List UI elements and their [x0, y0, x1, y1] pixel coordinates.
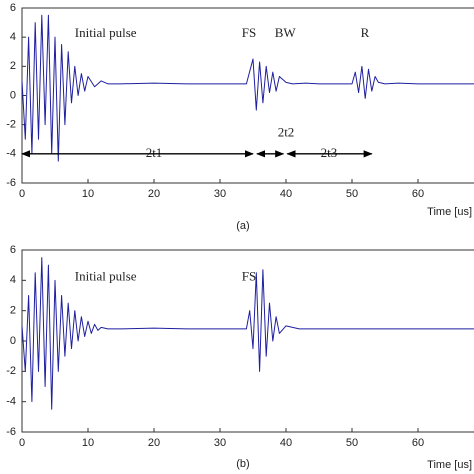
x-tick-label: 40	[280, 188, 292, 200]
y-tick-label: -6	[6, 426, 16, 438]
x-tick-label: 0	[19, 188, 25, 200]
annotation: 2t1	[146, 145, 163, 160]
y-tick-label: -4	[6, 396, 16, 408]
y-tick-label: 4	[10, 274, 16, 286]
y-tick-label: 4	[10, 31, 16, 43]
y-tick-label: 6	[10, 2, 16, 14]
annotation: Initial pulse	[75, 25, 137, 40]
x-tick-label: 30	[214, 437, 226, 449]
y-tick-label: 0	[10, 89, 16, 101]
x-tick-label: 10	[82, 437, 94, 449]
x-axis-label: Time [us]	[427, 206, 472, 218]
annotation: Initial pulse	[75, 268, 137, 283]
y-tick-label: -2	[6, 365, 16, 377]
y-tick-label: 2	[10, 305, 16, 317]
x-tick-label: 60	[412, 188, 424, 200]
signal-line	[21, 257, 474, 410]
x-tick-label: 60	[412, 437, 424, 449]
signal-line	[21, 14, 474, 162]
caption: (b)	[236, 458, 249, 470]
x-tick-label: 20	[148, 437, 160, 449]
x-tick-label: 30	[214, 188, 226, 200]
annotation: R	[361, 25, 370, 40]
annotation: BW	[275, 25, 297, 40]
x-tick-label: 20	[148, 188, 160, 200]
caption: (a)	[236, 220, 249, 232]
y-tick-label: 0	[10, 335, 16, 347]
x-tick-label: 40	[280, 437, 292, 449]
x-tick-label: 50	[346, 188, 358, 200]
annotation: FS	[242, 25, 256, 40]
y-tick-label: 2	[10, 60, 16, 72]
x-tick-label: 50	[346, 437, 358, 449]
x-tick-label: 10	[82, 188, 94, 200]
y-tick-label: -4	[6, 148, 16, 160]
y-tick-label: -6	[6, 177, 16, 189]
x-axis-label: Time [us]	[427, 459, 472, 471]
annotation: FS	[242, 268, 256, 283]
y-tick-label: 6	[10, 244, 16, 256]
annotation: 2t2	[278, 124, 295, 139]
x-tick-label: 0	[19, 437, 25, 449]
annotation: 2t3	[321, 145, 338, 160]
y-tick-label: -2	[6, 119, 16, 131]
